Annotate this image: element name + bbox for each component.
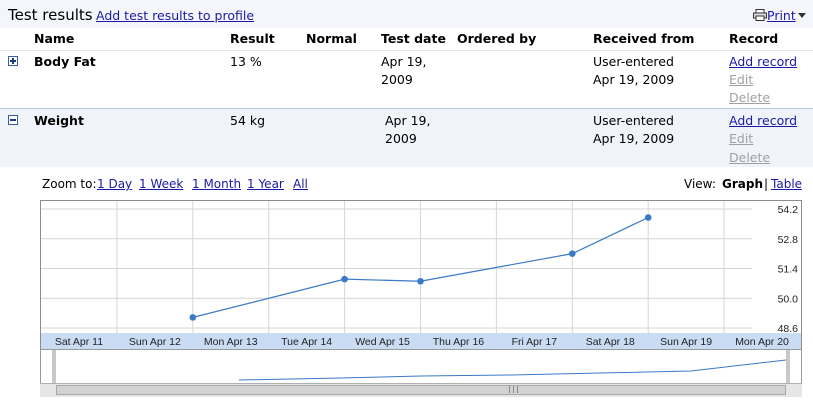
column-received-from: Received from: [593, 31, 695, 46]
overview-line: [238, 359, 787, 381]
navigator-overview-line: [238, 359, 787, 381]
zoom-1-month[interactable]: 1 Month: [192, 177, 242, 191]
scroll-grip-icon: [509, 386, 518, 393]
y-tick-label: 52.8: [778, 234, 799, 246]
row-received-source: User-entered: [593, 54, 674, 69]
row-received-date: Apr 19, 2009: [593, 72, 675, 87]
print-button[interactable]: Print: [753, 8, 806, 23]
x-tick-label: Sun Apr 12: [129, 336, 181, 348]
print-label: Print: [767, 8, 796, 23]
data-point[interactable]: [644, 214, 652, 221]
row-result: 54 kg: [230, 113, 266, 128]
x-tick-label: Fri Apr 17: [512, 336, 558, 348]
x-tick-label: Sat Apr 18: [586, 336, 635, 348]
y-tick-labels: 54.2 52.8 51.4 50.0 48.6: [778, 204, 799, 335]
expanded-row-background: [0, 109, 813, 167]
page-title: Test results: [8, 6, 93, 24]
expand-toggle-icon[interactable]: [8, 56, 18, 66]
zoom-1-day[interactable]: 1 Day: [97, 177, 133, 191]
row-received-source: User-entered: [593, 113, 674, 128]
zoom-all[interactable]: All: [293, 177, 308, 191]
navigator-right-handle[interactable]: [786, 350, 790, 383]
row-name: Body Fat: [34, 54, 96, 69]
zoom-1-week[interactable]: 1 Week: [139, 177, 184, 191]
row-test-date: Apr 19,: [385, 113, 431, 128]
delete-link: Delete: [729, 150, 771, 165]
x-tick-label: Mon Apr 20: [735, 336, 789, 348]
data-point[interactable]: [189, 314, 197, 321]
row-name: Weight: [34, 113, 84, 128]
view-separator: |: [764, 177, 769, 191]
view-table-link[interactable]: Table: [771, 177, 803, 191]
navigator-left-handle[interactable]: [52, 350, 56, 383]
collapse-toggle-icon[interactable]: [8, 115, 18, 125]
data-point[interactable]: [417, 277, 424, 285]
x-tick-label: Sat Apr 11: [55, 336, 103, 348]
y-tick-label: 48.6: [778, 323, 799, 335]
x-tick-label: Sun Apr 19: [660, 336, 712, 348]
row-received-date: Apr 19, 2009: [593, 131, 675, 146]
data-point[interactable]: [569, 250, 576, 257]
add-test-results-link[interactable]: Add test results to profile: [96, 8, 255, 23]
column-record: Record: [729, 31, 779, 46]
data-point[interactable]: [341, 275, 348, 283]
x-axis-band: [41, 333, 801, 349]
zoom-label: Zoom to:: [42, 177, 97, 191]
column-result: Result: [230, 31, 275, 46]
x-tick-labels: Sat Apr 11 Sun Apr 12 Mon Apr 13 Tue Apr 14…: [55, 336, 789, 348]
y-tick-label: 51.4: [778, 264, 799, 276]
grid-lines: [41, 201, 752, 333]
edit-link: Edit: [729, 131, 754, 146]
x-tick-label: Wed Apr 15: [355, 336, 410, 348]
left-gutter: [0, 167, 32, 405]
column-name: Name: [34, 31, 75, 46]
row-divider: [0, 108, 813, 109]
series-weight: [189, 214, 652, 321]
row-test-year: 2009: [381, 72, 413, 87]
column-normal: Normal: [306, 31, 357, 46]
column-test-date: Test date: [381, 31, 446, 46]
column-header-row: [0, 28, 813, 51]
x-tick-label: Mon Apr 13: [204, 336, 258, 348]
y-tick-label: 54.2: [778, 204, 799, 216]
delete-link: Delete: [729, 90, 771, 105]
printer-icon: [753, 9, 767, 21]
column-ordered-by: Ordered by: [457, 31, 537, 46]
add-record-link[interactable]: Add record: [729, 113, 798, 128]
row-test-date: Apr 19,: [381, 54, 427, 69]
x-tick-label: Thu Apr 16: [433, 336, 485, 348]
row-result: 13 %: [230, 54, 262, 69]
weight-line-chart[interactable]: Sat Apr 11 Sun Apr 12 Mon Apr 13 Tue Apr 14…: [40, 200, 802, 350]
navigator-scroll-thumb[interactable]: [56, 385, 786, 395]
view-label: View:: [684, 177, 716, 191]
row-test-year: 2009: [385, 131, 417, 146]
caret-down-icon: [797, 13, 806, 18]
edit-link: Edit: [729, 72, 754, 87]
add-record-link[interactable]: Add record: [729, 54, 798, 69]
x-tick-label: Tue Apr 14: [281, 336, 332, 348]
view-graph: Graph: [722, 177, 763, 191]
zoom-1-year[interactable]: 1 Year: [247, 177, 284, 191]
y-tick-label: 50.0: [778, 293, 799, 305]
